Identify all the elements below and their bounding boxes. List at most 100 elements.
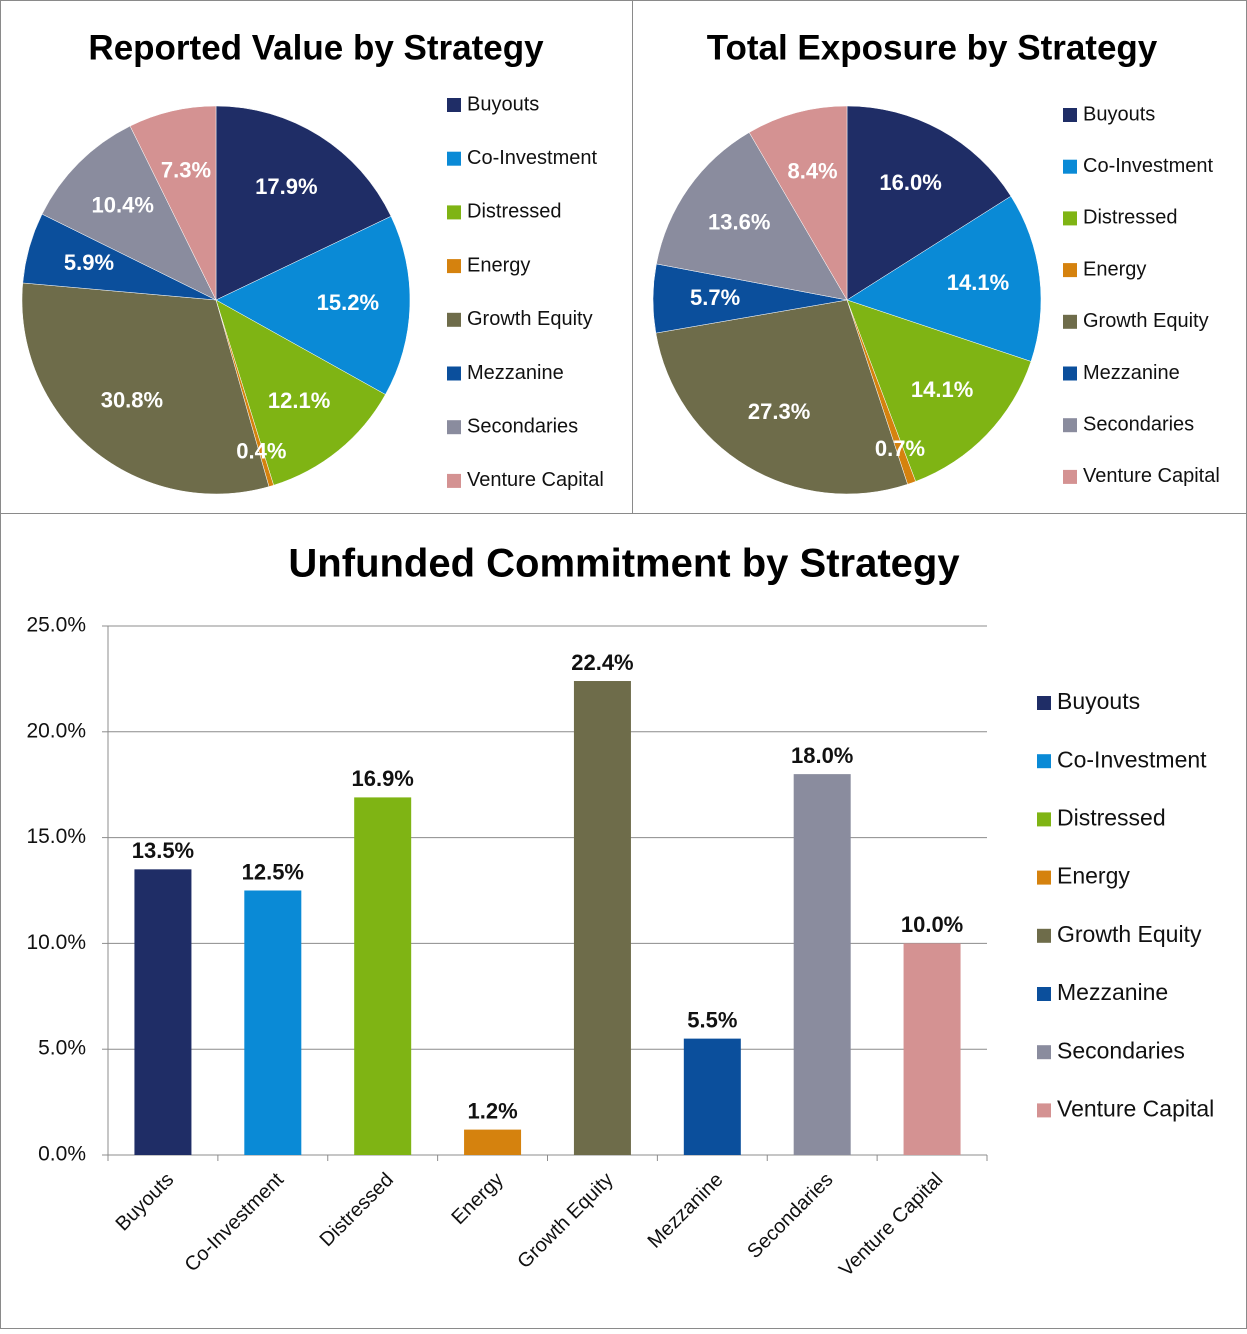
legend-label: Energy <box>467 254 530 276</box>
legend-swatch <box>447 98 461 112</box>
data-label: 17.9% <box>255 174 317 199</box>
legend-label: Co-Investment <box>1083 155 1213 177</box>
pie-slice <box>846 105 1012 301</box>
pie-slice <box>215 299 386 486</box>
pie-slice <box>748 105 848 301</box>
legend-label: Growth Equity <box>467 308 593 330</box>
legend-swatch <box>1037 754 1051 769</box>
data-label: 27.3% <box>748 399 810 424</box>
legend-swatch <box>1063 366 1077 381</box>
legend-label: Buyouts <box>467 93 539 115</box>
legend-label: Distressed <box>1057 804 1166 830</box>
data-label: 14.1% <box>911 377 973 402</box>
pie-slice <box>215 215 411 395</box>
legend-label: Mezzanine <box>1083 362 1180 384</box>
y-tick-label: 15.0% <box>26 825 86 848</box>
legend-swatch <box>1063 159 1077 174</box>
pie-slice <box>215 105 392 301</box>
legend-swatch <box>447 473 461 488</box>
x-tick-label: Energy <box>447 1169 507 1229</box>
pie-slice <box>655 299 908 495</box>
y-tick-label: 20.0% <box>26 719 86 742</box>
data-label: 15.2% <box>317 290 379 315</box>
legend-swatch <box>1063 469 1077 484</box>
legend-swatch <box>1037 987 1051 1001</box>
bar <box>244 890 302 1155</box>
legend-swatch <box>447 151 461 166</box>
bar <box>793 774 851 1155</box>
data-label: 13.5% <box>132 838 194 863</box>
legend-swatch <box>447 366 461 381</box>
data-label: 14.1% <box>947 270 1009 295</box>
legend-swatch <box>1063 108 1077 122</box>
data-label: 30.8% <box>101 387 163 412</box>
data-label: 1.2% <box>467 1098 517 1123</box>
data-label: 18.0% <box>791 743 853 768</box>
legend-swatch <box>1037 1103 1051 1118</box>
data-label: 8.4% <box>787 158 837 183</box>
pie-slice <box>129 105 217 301</box>
legend-label: Mezzanine <box>1057 979 1168 1005</box>
data-label: 0.7% <box>875 436 925 461</box>
legend-label: Distressed <box>1083 207 1177 229</box>
legend-swatch <box>1037 812 1051 827</box>
x-tick-label: Buyouts <box>112 1169 179 1236</box>
data-label: 22.4% <box>571 650 633 675</box>
data-label: 0.4% <box>236 438 286 463</box>
legend-label: Venture Capital <box>467 469 604 491</box>
pie-slice <box>21 282 270 495</box>
bar <box>134 869 192 1155</box>
bar <box>464 1129 522 1155</box>
legend-swatch <box>1037 870 1051 885</box>
data-label: 16.0% <box>879 170 941 195</box>
legend-swatch <box>1063 263 1077 278</box>
legend-label: Secondaries <box>467 415 578 437</box>
legend-swatch <box>1037 1045 1051 1060</box>
legend-swatch <box>1063 418 1077 433</box>
legend-swatch <box>1037 928 1051 943</box>
legend-label: Secondaries <box>1057 1037 1185 1063</box>
legend-swatch <box>447 420 461 435</box>
data-label: 13.6% <box>708 210 770 235</box>
data-label: 16.9% <box>351 766 413 791</box>
pie-slice <box>656 132 848 301</box>
legend-label: Energy <box>1057 863 1130 889</box>
data-label: 7.3% <box>161 157 211 182</box>
legend-label: Growth Equity <box>1083 310 1209 332</box>
x-tick-label: Growth Equity <box>513 1169 617 1273</box>
x-tick-label: Venture Capital <box>835 1169 947 1281</box>
chart-title: Reported Value by Strategy <box>88 28 544 67</box>
bar <box>354 797 412 1155</box>
legend-label: Venture Capital <box>1083 465 1220 487</box>
data-label: 5.7% <box>690 285 740 310</box>
legend-label: Distressed <box>467 201 561 223</box>
y-tick-label: 25.0% <box>26 614 86 637</box>
data-label: 10.4% <box>92 193 154 218</box>
chart-title: Total Exposure by Strategy <box>707 28 1158 67</box>
x-tick-label: Secondaries <box>743 1169 837 1263</box>
legend-label: Buyouts <box>1083 103 1155 125</box>
pie-slice <box>846 299 1032 482</box>
legend-swatch <box>447 259 461 274</box>
x-tick-label: Mezzanine <box>644 1169 728 1253</box>
data-label: 10.0% <box>901 912 963 937</box>
x-tick-label: Co-Investment <box>181 1168 289 1276</box>
legend-label: Secondaries <box>1083 413 1194 435</box>
pie-slice <box>846 195 1042 362</box>
y-tick-label: 5.0% <box>38 1037 86 1060</box>
legend-label: Growth Equity <box>1057 921 1202 947</box>
legend-swatch <box>1063 314 1077 329</box>
legend-label: Co-Investment <box>467 147 597 169</box>
legend-label: Energy <box>1083 258 1146 280</box>
bar <box>573 681 631 1155</box>
data-label: 5.9% <box>64 250 114 275</box>
bar <box>903 943 961 1155</box>
y-tick-label: 0.0% <box>38 1143 86 1166</box>
legend-label: Co-Investment <box>1057 746 1207 772</box>
data-label: 12.1% <box>268 388 330 413</box>
data-label: 12.5% <box>242 859 304 884</box>
legend-swatch <box>1063 211 1077 226</box>
legend-swatch <box>1037 696 1051 710</box>
bar <box>683 1038 741 1155</box>
